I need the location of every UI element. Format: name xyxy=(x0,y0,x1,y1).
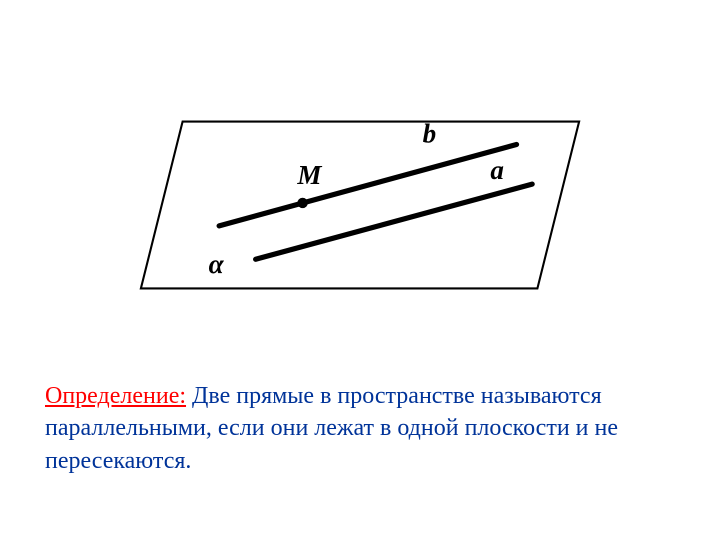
label-a: a xyxy=(490,155,504,185)
figure-svg: M b a α xyxy=(120,100,600,310)
line-b xyxy=(219,144,516,225)
line-a xyxy=(256,184,533,259)
parallel-lines-figure: M b a α xyxy=(120,100,600,310)
definition-block: Определение: Две прямые в пространстве н… xyxy=(45,380,675,477)
label-m: M xyxy=(296,160,322,190)
label-b: b xyxy=(423,118,437,148)
point-m xyxy=(297,198,307,208)
definition-label: Определение: xyxy=(45,383,186,409)
label-alpha: α xyxy=(209,249,225,279)
